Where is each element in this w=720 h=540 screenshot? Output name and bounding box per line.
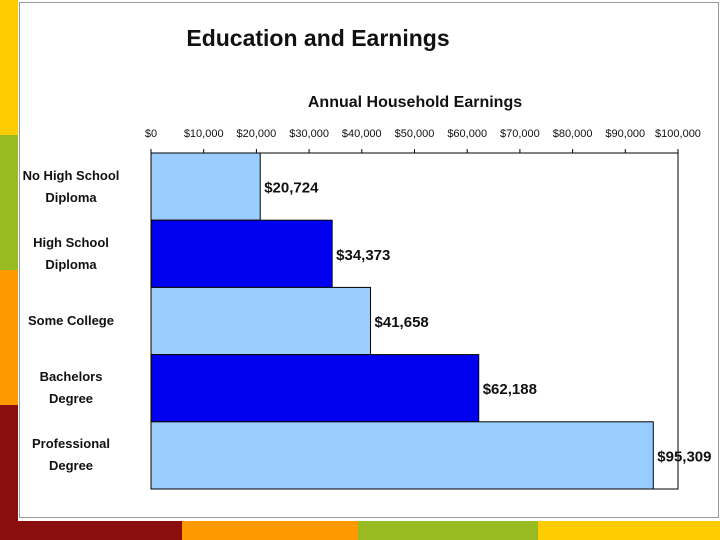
bottom-strip-segment [182,521,358,540]
x-tick-label: $30,000 [289,128,329,140]
bar [150,219,333,288]
x-tick-label: $50,000 [395,128,435,140]
bottom-strip-segment [358,521,538,540]
chart-title: Education and Earnings [0,25,720,52]
x-tick-label: $70,000 [500,128,540,140]
bar [150,286,372,356]
category-label-line: Some College [28,313,114,328]
category-label: Bachelors Degree [4,366,138,410]
x-tick-label: $80,000 [553,128,593,140]
category-label: No High School Diploma [4,165,138,209]
data-label: $20,724 [264,180,319,197]
category-label-line: Professional [31,436,111,452]
category-label-line: High School [33,234,109,250]
category-label-line: Bachelors [39,369,103,385]
x-tick-label: $10,000 [184,128,224,140]
left-color-strip [0,0,18,540]
category-label: Some College [4,310,138,332]
left-strip-segment [0,135,18,270]
x-tick-label: $90,000 [605,128,645,140]
x-tick-label: $100,000 [655,128,701,140]
x-axis-title: Annual Household Earnings [307,94,523,111]
bottom-strip-segment [538,521,720,540]
data-label: $41,658 [375,314,429,331]
category-label-line: Diploma [45,256,97,272]
x-tick-label: $40,000 [342,128,382,140]
category-label: High School Diploma [4,232,138,276]
data-label: $95,309 [657,448,711,465]
bottom-strip-segment [0,521,182,540]
chart-title-text: Education and Earnings [186,25,450,51]
data-label: $34,373 [336,247,390,264]
category-label-line: No High School [22,167,120,183]
x-tick-label: $60,000 [447,128,487,140]
bar [150,354,480,423]
category-label-line: Diploma [45,189,97,205]
category-label-line: Degree [48,458,94,474]
category-label: Professional Degree [4,433,138,477]
category-label-line: Degree [48,391,94,407]
left-strip-segment [0,270,18,405]
bar [150,152,261,221]
left-strip-segment [0,0,18,135]
data-label: $62,188 [483,381,537,398]
left-strip-segment [0,405,18,540]
bar [150,421,654,490]
bottom-color-strip [0,521,720,540]
x-tick-label: $20,000 [237,128,277,140]
x-tick-label: $0 [145,128,157,140]
